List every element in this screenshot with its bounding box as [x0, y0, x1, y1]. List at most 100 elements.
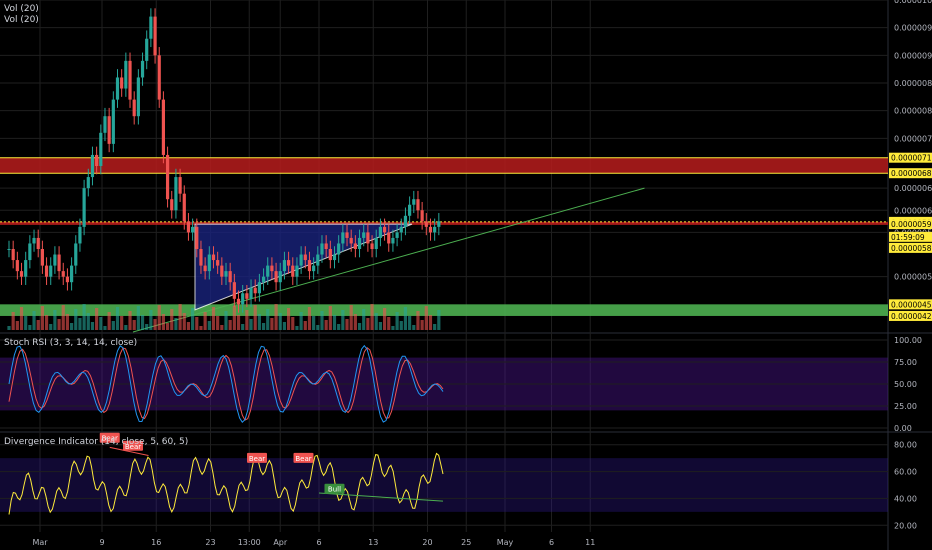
- volume-bar: [115, 307, 120, 330]
- candle-body: [228, 271, 232, 283]
- volume-bar: [416, 311, 420, 330]
- price-tag-box: [889, 168, 932, 179]
- volume-bar: [191, 308, 195, 330]
- volume-bar: [370, 304, 374, 330]
- volume-bar: [216, 316, 220, 330]
- stoch-y-tick: 0.00: [894, 424, 912, 433]
- candle-body: [199, 249, 203, 266]
- volume-bar: [186, 322, 191, 330]
- candle-body: [191, 226, 195, 233]
- price-tag-box: [889, 299, 932, 310]
- candle-body: [128, 60, 132, 100]
- volume-bar: [61, 305, 65, 330]
- price-tag-label: 0.00000595: [891, 220, 932, 229]
- candle-body: [36, 237, 40, 249]
- volume-bar: [82, 304, 86, 330]
- x-tick-label: 13:00: [238, 538, 261, 547]
- resistance-zone: [0, 157, 888, 174]
- volume-bar: [274, 304, 278, 330]
- support-zone: [0, 304, 888, 316]
- candle-body: [40, 249, 44, 266]
- volume-bar: [332, 315, 337, 330]
- volume-bar: [53, 310, 57, 330]
- x-tick-label: 13: [368, 538, 378, 547]
- candle-body: [216, 260, 220, 266]
- volume-bar: [232, 306, 236, 330]
- candle-body: [203, 265, 207, 272]
- candle-body: [286, 260, 291, 266]
- volume-bar: [74, 309, 78, 330]
- price-tag-box: [889, 152, 932, 163]
- bear-label: Bear: [102, 435, 118, 443]
- bear-label-box: [99, 432, 120, 443]
- candle-body: [107, 116, 111, 144]
- candle-body: [57, 254, 61, 272]
- candle-body: [366, 232, 370, 244]
- bear-label: Bear: [125, 443, 141, 451]
- volume-bar: [49, 324, 53, 330]
- candle-body: [232, 282, 236, 299]
- volume-bar: [278, 313, 282, 330]
- candle-body: [349, 237, 353, 244]
- y-tick-label: 0.00000750: [894, 134, 932, 143]
- candle-body: [382, 226, 387, 233]
- bear-label: Bear: [249, 455, 265, 463]
- volume-bar: [295, 326, 299, 330]
- price-tag-box: [889, 310, 932, 321]
- x-tick-label: 11: [585, 538, 595, 547]
- volume-bar: [249, 319, 253, 330]
- bear-divergence-line: [109, 446, 149, 456]
- stoch-y-tick: 100.00: [894, 336, 922, 345]
- candle-body: [257, 282, 261, 294]
- volume-bar: [328, 306, 332, 330]
- candle-body: [328, 249, 332, 261]
- candle-body: [345, 232, 349, 238]
- x-tick-label: 25: [461, 538, 471, 547]
- volume-bar: [387, 317, 391, 330]
- candle-body: [337, 243, 341, 255]
- volume-bar: [99, 317, 103, 330]
- divergence-label: Divergence Indicator (14, close, 5, 60, …: [4, 437, 189, 447]
- bull-label-box: [324, 483, 345, 494]
- candle-body: [115, 77, 120, 100]
- candle-body: [61, 271, 65, 277]
- y-tick-label: 0.00000850: [894, 79, 932, 88]
- candle-body: [86, 177, 90, 189]
- volume-bar: [65, 314, 70, 330]
- stoch-k-line: [8, 344, 444, 423]
- volume-bar: [345, 319, 349, 330]
- candle-body: [353, 243, 357, 249]
- legend-vol-1: Vol (20): [4, 4, 39, 14]
- y-tick-label: 0.00000500: [894, 273, 932, 282]
- candle-body: [403, 215, 408, 227]
- volume-bar: [11, 312, 15, 330]
- volume-bar: [140, 315, 145, 330]
- candle-body: [312, 265, 316, 272]
- candle-body: [124, 60, 128, 89]
- candle-body: [153, 16, 157, 56]
- volume-bar: [95, 308, 99, 330]
- volume-bar: [378, 322, 383, 330]
- candle-body: [182, 193, 186, 222]
- candle-body: [395, 232, 399, 238]
- volume-bar: [382, 308, 387, 330]
- price-tag-label: 0.00000715: [891, 154, 932, 163]
- candle-body: [266, 265, 270, 277]
- volume-bar: [90, 322, 95, 330]
- candle-body: [241, 293, 245, 305]
- volume-bar: [178, 304, 182, 330]
- volume-bar: [211, 307, 216, 330]
- volume-bar: [412, 325, 416, 330]
- volume-bar: [120, 316, 124, 330]
- candle-body: [387, 232, 391, 244]
- candle-body: [437, 221, 441, 227]
- candle-body: [433, 226, 437, 233]
- x-tick-label: Apr: [273, 538, 288, 547]
- y-tick-label: 0.00001000: [894, 0, 932, 5]
- candle-body: [186, 221, 191, 233]
- volume-bar: [199, 326, 203, 330]
- x-tick-label: 23: [205, 538, 215, 547]
- volume-bar: [399, 321, 403, 330]
